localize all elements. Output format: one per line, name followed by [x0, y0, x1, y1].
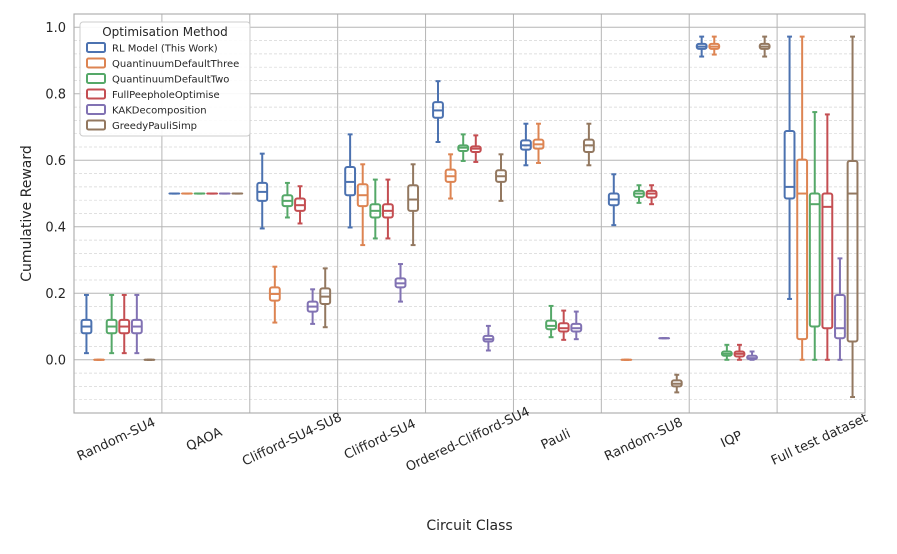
box	[394, 263, 407, 303]
legend-swatch	[86, 57, 106, 69]
box	[796, 35, 809, 361]
box	[319, 267, 332, 329]
y-tick-label: 0.2	[45, 287, 66, 302]
box	[495, 153, 507, 202]
legend-swatch	[86, 88, 106, 100]
box-iqr	[821, 192, 834, 330]
series-quantinuumdefaultthree	[93, 35, 809, 361]
box	[582, 122, 595, 167]
legend-title: Optimisation Method	[102, 25, 228, 39]
legend-label: QuantinuumDefaultTwo	[112, 75, 229, 86]
legend-item: QuantinuumDefaultTwo	[86, 73, 229, 86]
box-iqr	[407, 184, 420, 212]
series-rl-model-this-work-	[80, 35, 796, 355]
box	[268, 265, 281, 324]
plot-frame	[73, 13, 866, 414]
box	[344, 133, 357, 229]
legend-swatch	[86, 42, 106, 53]
box	[381, 178, 394, 240]
box	[557, 309, 570, 341]
legend-label: GreedyPauliSimp	[112, 121, 197, 132]
legend-item: RL Model (This Work)	[86, 42, 218, 55]
box	[256, 152, 269, 230]
y-axis-ticks: 0.0 0.2 0.4 0.6 0.8 1.0	[45, 21, 66, 368]
legend-swatch	[86, 104, 106, 115]
box	[746, 350, 758, 361]
legend-label: KAKDecomposition	[112, 106, 207, 117]
box	[356, 163, 369, 247]
box	[783, 35, 796, 300]
y-axis-label: Cumulative Reward	[19, 145, 35, 282]
legend-label: QuantinuumDefaultThree	[112, 59, 239, 70]
category-separators	[161, 14, 778, 413]
series-fullpeepholeoptimise	[118, 113, 834, 361]
legend-swatch	[86, 119, 106, 131]
legend: Optimisation Method RL Model (This Work)…	[79, 21, 251, 137]
box	[294, 185, 306, 225]
box	[444, 153, 457, 200]
box	[118, 293, 131, 355]
box	[130, 293, 143, 355]
box	[457, 133, 470, 162]
box-iqr	[783, 130, 796, 200]
box	[519, 122, 532, 167]
y-tick-label: 0.6	[45, 154, 66, 169]
legend-item: QuantinuumDefaultThree	[86, 57, 239, 70]
box	[369, 178, 382, 240]
box-iqr	[834, 293, 846, 340]
box	[708, 35, 721, 56]
box	[407, 163, 420, 247]
box	[607, 173, 620, 227]
series-quantinuumdefaulttwo	[105, 111, 821, 361]
box-iqr	[796, 158, 809, 341]
legend-frame	[79, 21, 251, 137]
y-tick-label: 0.8	[45, 87, 66, 102]
box-iqr	[846, 159, 859, 343]
legend-label: FullPeepholeOptimise	[112, 90, 220, 101]
box-iqr	[808, 192, 821, 328]
y-tick-label: 0.4	[45, 220, 66, 235]
box	[695, 35, 708, 58]
box	[281, 181, 294, 219]
box	[808, 111, 821, 361]
box	[469, 134, 482, 163]
legend-items: RL Model (This Work) QuantinuumDefaultThr…	[86, 42, 239, 132]
box	[306, 288, 319, 325]
series-kakdecomposition	[130, 192, 846, 361]
box	[633, 184, 645, 204]
legend-item: KAKDecomposition	[86, 104, 207, 117]
x-axis-label: Circuit Class	[426, 518, 512, 534]
y-tick-label: 1.0	[45, 21, 66, 36]
box	[821, 113, 834, 361]
box	[570, 310, 583, 341]
legend-item: FullPeepholeOptimise	[86, 88, 220, 101]
box	[105, 293, 118, 355]
legend-swatch	[86, 73, 106, 84]
box	[720, 343, 733, 361]
box-series	[80, 35, 859, 399]
box	[846, 35, 859, 399]
box	[532, 122, 545, 164]
box	[482, 324, 495, 352]
y-tick-label: 0.0	[45, 353, 66, 368]
legend-item: GreedyPauliSimp	[86, 119, 197, 132]
box	[670, 373, 683, 394]
box	[733, 343, 746, 361]
legend-label: RL Model (This Work)	[112, 44, 218, 55]
series-greedypaulisimp	[143, 35, 859, 399]
box	[834, 257, 846, 361]
box	[645, 184, 658, 206]
box	[545, 304, 558, 339]
box	[80, 293, 93, 355]
box	[758, 35, 771, 58]
box	[432, 80, 444, 144]
